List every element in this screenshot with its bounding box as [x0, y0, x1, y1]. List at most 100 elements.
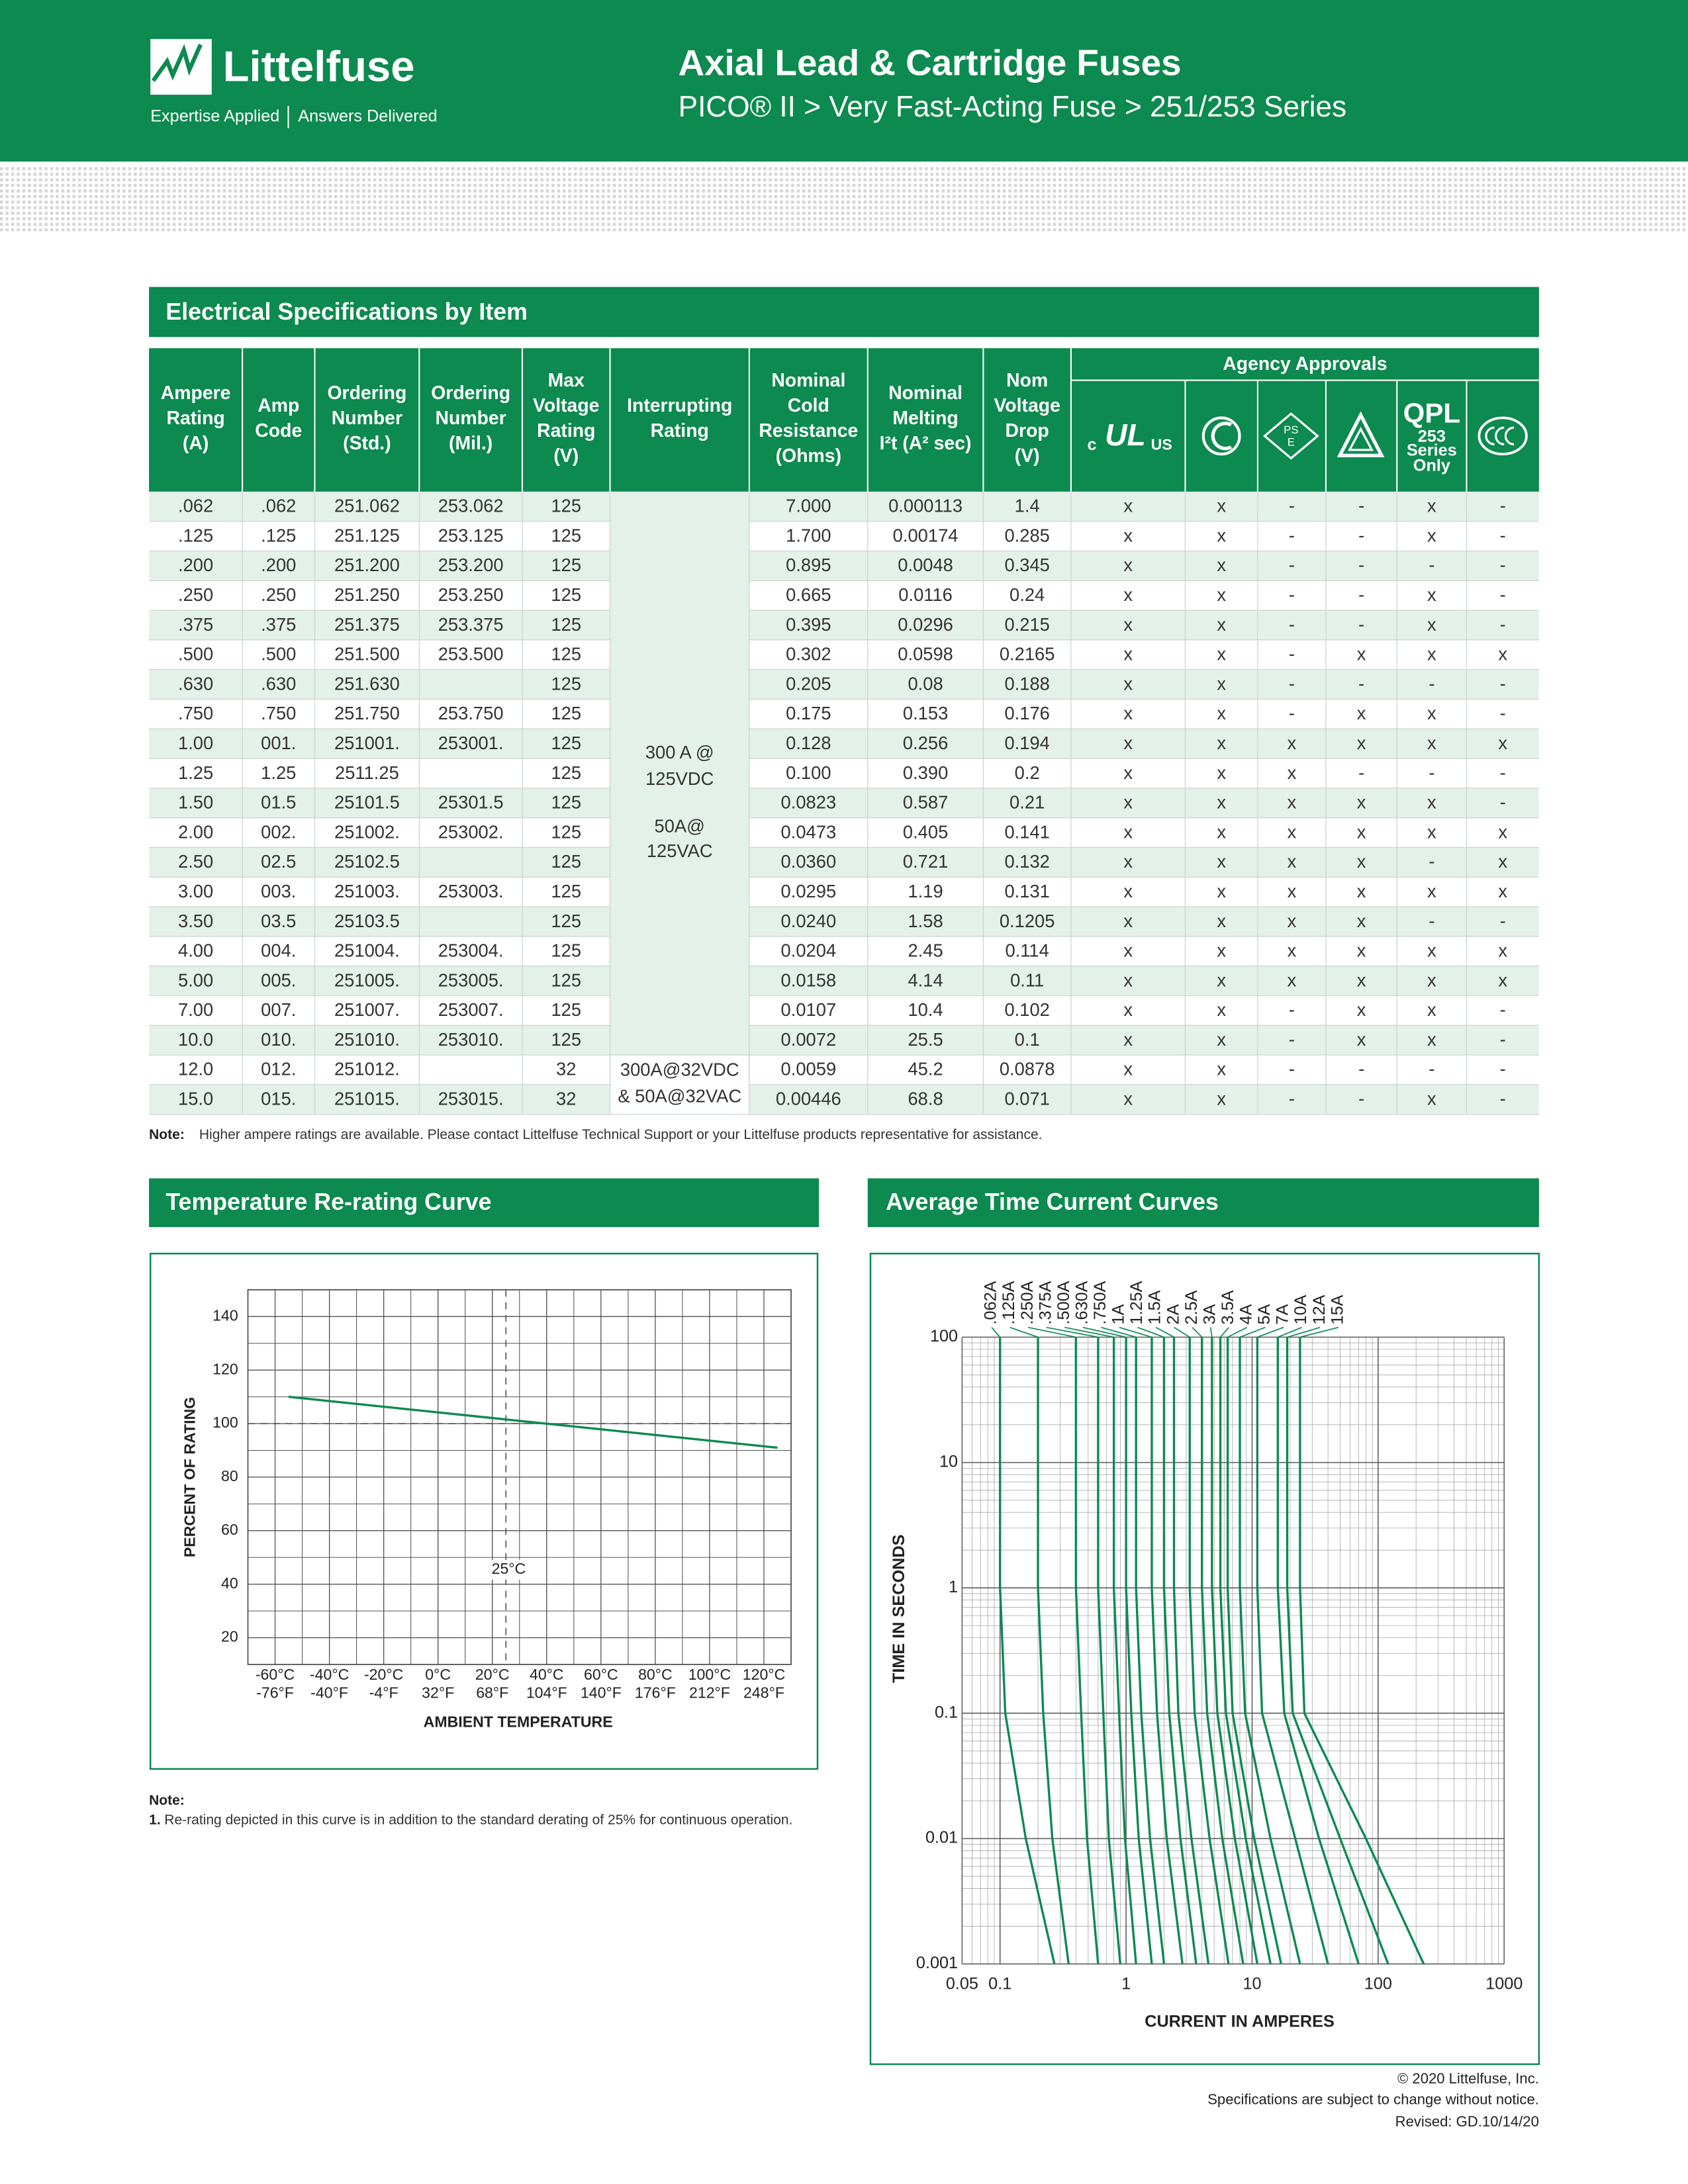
cell: x [1123, 703, 1133, 723]
cell: 253.062 [438, 496, 504, 516]
cell: 03.5 [261, 911, 296, 931]
fuse-curve [1162, 1337, 1197, 1964]
curve-label: 1.5A [1146, 1290, 1164, 1324]
cell: - [1500, 525, 1506, 545]
cell: 0.21 [1009, 792, 1045, 813]
table-header [149, 348, 1539, 492]
cell: 125 [551, 1029, 581, 1050]
ccc-logo [1477, 416, 1528, 455]
cell: 1.00 [178, 733, 213, 753]
column-header: Voltage [994, 395, 1060, 416]
cell: 2.50 [178, 851, 213, 872]
y-tick-label: 140 [212, 1306, 238, 1324]
cell: 0.0360 [781, 851, 837, 872]
cell: x [1498, 881, 1507, 901]
cell: - [1289, 1089, 1295, 1109]
cell: 32 [556, 1059, 576, 1079]
cell: - [1500, 1059, 1506, 1079]
logo-bolt [151, 44, 203, 82]
cell: - [1358, 614, 1364, 635]
cell: - [1358, 496, 1364, 516]
cell: x [1217, 614, 1226, 635]
fuse-curve [1239, 1337, 1301, 1964]
cell: x [1427, 821, 1436, 842]
x-tick-label: 80°C [638, 1666, 673, 1683]
row-shade [149, 551, 1539, 581]
cell: x [1217, 525, 1226, 545]
fuse-curve [1125, 1337, 1153, 1964]
pse-logo [1262, 412, 1319, 460]
chart-frame [149, 1252, 819, 1770]
cell: x [1123, 733, 1133, 753]
cell: x [1498, 733, 1507, 753]
x-tick-label: 60°C [584, 1666, 618, 1683]
cell: 45.2 [908, 1059, 943, 1079]
column-header: Number [436, 408, 506, 429]
cell: 251004. [334, 940, 400, 961]
cell: 0.895 [786, 555, 831, 575]
fuse-curve [1037, 1337, 1070, 1964]
row-shade [149, 1084, 1539, 1115]
cell: x [1217, 970, 1226, 990]
cell: x [1498, 851, 1507, 872]
x-tick-label: 0.1 [988, 1975, 1011, 1993]
doc-title: Axial Lead & Cartridge Fuses [679, 42, 1182, 83]
cell: x [1427, 644, 1436, 664]
cell: x [1123, 911, 1133, 931]
fuse-curve [1286, 1337, 1389, 1965]
cell: - [1429, 1059, 1434, 1079]
cell: 0.302 [786, 644, 831, 664]
cell: x [1427, 792, 1436, 813]
cell: 0.2165 [1000, 644, 1055, 664]
x-tick-label: 248°F [743, 1684, 784, 1701]
curve-leader [1257, 1326, 1284, 1338]
cell: 010. [261, 1029, 296, 1050]
cell: 251.125 [334, 525, 400, 545]
chart-frame [869, 1252, 1540, 2066]
cell: x [1288, 851, 1297, 872]
cell: 125 [551, 851, 581, 872]
cell: - [1358, 1059, 1364, 1079]
cell: 12.0 [178, 1059, 213, 1079]
cell: 300 A @ [645, 742, 714, 762]
cell: 0.0473 [781, 821, 837, 842]
cell: x [1123, 644, 1133, 664]
cell: x [1217, 911, 1226, 931]
cell: x [1498, 821, 1507, 842]
cell: .375 [178, 614, 213, 635]
header-band [0, 0, 1688, 162]
cell: 0.0823 [781, 792, 837, 813]
ul-mark: UL [1105, 418, 1146, 452]
column-header: Nom [1006, 370, 1048, 391]
cell: 0.0116 [898, 584, 953, 605]
cell: 0.153 [903, 703, 948, 723]
cell: 0.188 [1004, 673, 1049, 694]
curve-leader [1101, 1326, 1137, 1338]
cell: - [1289, 525, 1295, 545]
curve-leader [1009, 1326, 1039, 1338]
cell: 10.4 [908, 999, 943, 1020]
cell: 4.14 [908, 970, 943, 990]
y-tick-label: 120 [212, 1360, 238, 1377]
cell: 125 [551, 792, 581, 813]
y-tick-label: 10 [939, 1452, 958, 1471]
x-tick-label: -4°F [369, 1684, 399, 1701]
cell: x [1427, 1089, 1436, 1109]
cell: .375 [261, 614, 296, 635]
column-header: Max [548, 370, 585, 391]
agency-header: Agency Approvals [1223, 353, 1387, 375]
x-tick-label: 10 [1243, 1975, 1261, 1993]
spec-table: Ampere Rating (A) Amp Code Ordering Number (Std… [149, 348, 1539, 1115]
cell: x [1217, 496, 1226, 516]
cell: x [1288, 911, 1297, 931]
cell: x [1123, 555, 1133, 575]
cell: 251003. [334, 881, 400, 901]
cell: 0.215 [1004, 614, 1049, 635]
cell: 0.071 [1004, 1089, 1049, 1109]
cell: x [1427, 614, 1436, 635]
column-header: Rating [651, 420, 709, 441]
reference-label-bg [486, 1560, 526, 1580]
cell: x [1217, 733, 1226, 753]
chart-title: Temperature Re-rating Curve [165, 1189, 491, 1215]
curve-label: 12A [1310, 1295, 1329, 1324]
